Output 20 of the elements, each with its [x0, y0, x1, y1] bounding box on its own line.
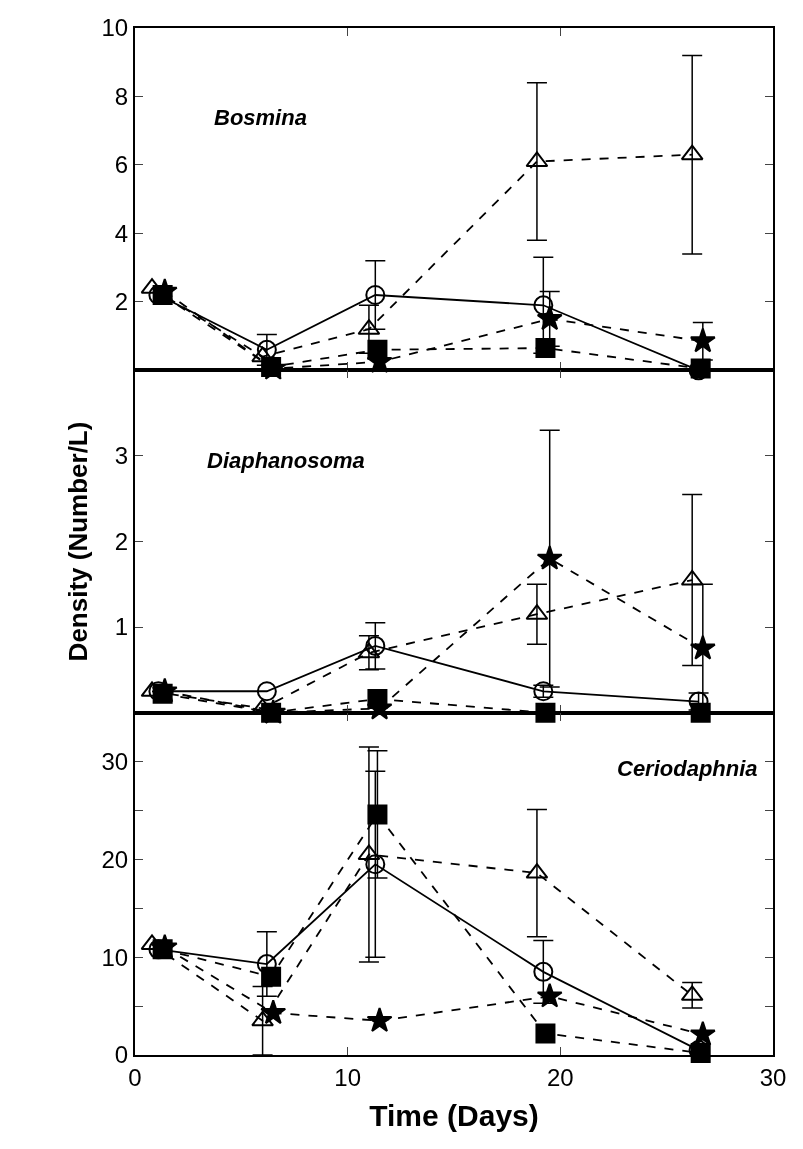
y-tick-label: 30: [101, 747, 129, 775]
annotation: Ceriodaphnia: [617, 756, 758, 781]
y-tick-label: 4: [114, 219, 129, 247]
y-tick-label: 10: [101, 943, 129, 971]
y-tick-label: 3: [114, 442, 129, 470]
x-axis-title: Time (Days): [369, 1098, 539, 1132]
y-axis-title: Density (Number/L): [62, 421, 93, 662]
annotation: Bosmina: [214, 105, 307, 130]
x-tick-label: 10: [334, 1063, 362, 1091]
y-tick-label: 20: [101, 845, 129, 873]
x-tick-label: 20: [546, 1063, 574, 1091]
y-tick-label: 0: [114, 1041, 129, 1069]
y-tick-label: 10: [101, 14, 129, 42]
y-tick-label: 6: [114, 151, 129, 179]
y-tick-label: 2: [114, 288, 129, 316]
y-tick-label: 8: [114, 82, 129, 110]
y-tick-label: 2: [114, 527, 129, 555]
x-tick-label: 30: [759, 1063, 787, 1091]
y-tick-label: 1: [114, 613, 129, 641]
annotation: Diaphanosoma: [207, 448, 365, 473]
